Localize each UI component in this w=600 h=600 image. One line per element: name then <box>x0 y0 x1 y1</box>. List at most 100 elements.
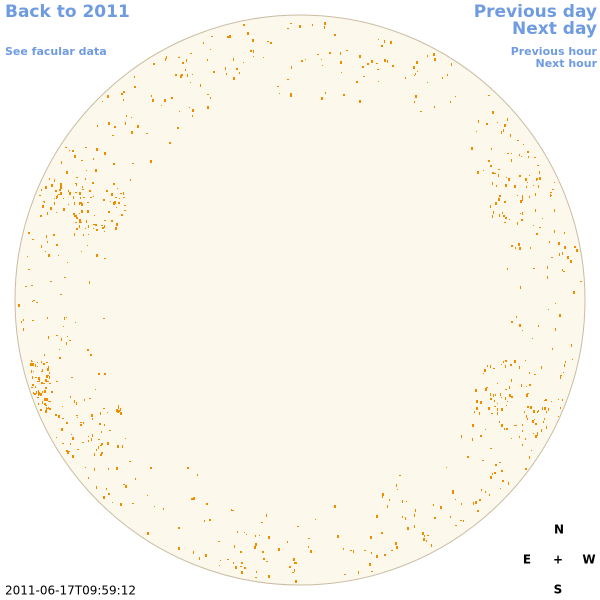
facula <box>90 354 92 356</box>
facula <box>343 548 344 550</box>
facula <box>123 197 125 198</box>
facula <box>63 208 65 211</box>
facula <box>525 178 527 181</box>
facula <box>220 560 221 561</box>
facula <box>499 421 500 423</box>
facula <box>527 406 529 408</box>
facula <box>396 546 398 549</box>
timestamp: 2011-06-17T09:59:12 <box>5 584 136 598</box>
facula <box>451 63 452 66</box>
facula <box>558 416 559 417</box>
facula <box>287 541 288 543</box>
facula <box>550 194 551 197</box>
facula <box>204 520 205 522</box>
facula <box>487 365 488 367</box>
facula <box>392 65 394 67</box>
facula <box>85 178 86 180</box>
previous-hour-link[interactable]: Previous hour <box>511 45 598 58</box>
facula <box>114 126 116 128</box>
facula <box>192 109 194 112</box>
facula <box>305 59 306 60</box>
facula <box>247 32 249 35</box>
facula <box>41 382 43 384</box>
facula <box>42 401 43 404</box>
facula <box>98 439 100 440</box>
facula <box>30 363 32 366</box>
facula <box>32 384 34 386</box>
facula <box>533 225 534 226</box>
back-link[interactable]: Back to 2011 <box>5 2 130 22</box>
facula <box>405 517 406 520</box>
facula <box>189 107 190 108</box>
facula <box>108 493 110 495</box>
facula <box>95 389 96 390</box>
facula <box>294 562 296 564</box>
facula <box>18 304 20 307</box>
facula <box>151 95 152 97</box>
facula <box>397 489 398 490</box>
facula <box>548 408 549 411</box>
facula <box>494 406 496 407</box>
facula <box>178 527 180 529</box>
previous-day-link[interactable]: Previous day <box>474 2 597 22</box>
facula <box>484 369 486 372</box>
facula <box>567 256 569 259</box>
facula <box>563 271 565 272</box>
facula <box>102 101 103 102</box>
facula <box>115 227 117 230</box>
facula <box>25 286 27 287</box>
facula <box>88 436 89 437</box>
facula <box>233 58 234 61</box>
facula <box>315 519 316 520</box>
facula <box>32 301 33 302</box>
facula <box>547 276 548 279</box>
facula <box>88 440 89 442</box>
facula <box>121 93 123 95</box>
facula <box>407 527 409 530</box>
facula <box>514 185 516 188</box>
facula <box>415 509 416 512</box>
facula <box>190 82 191 83</box>
compass-center: + <box>553 553 563 567</box>
next-hour-link[interactable]: Next hour <box>536 57 598 70</box>
facula <box>473 502 474 505</box>
facula <box>77 449 79 450</box>
facula <box>424 535 425 537</box>
facula <box>501 470 503 472</box>
facular-link[interactable]: See facular data <box>5 45 107 58</box>
facula <box>261 522 263 523</box>
facula <box>502 212 503 214</box>
facula <box>83 422 84 424</box>
facula <box>154 506 155 507</box>
facula <box>494 472 496 474</box>
facula <box>539 171 540 174</box>
facula <box>324 26 325 29</box>
facula <box>544 418 545 420</box>
facula <box>56 244 58 246</box>
facula <box>308 546 309 548</box>
facula <box>129 461 131 462</box>
facula <box>122 445 123 448</box>
facula <box>66 422 68 424</box>
facula <box>21 321 22 323</box>
facula <box>93 196 94 197</box>
facula <box>511 379 512 382</box>
facula <box>506 177 507 178</box>
next-day-link[interactable]: Next day <box>512 19 597 39</box>
facula <box>541 366 542 369</box>
facula <box>535 209 536 212</box>
facula <box>295 580 297 583</box>
facula <box>137 125 139 128</box>
facula <box>514 360 516 363</box>
facula <box>35 364 36 367</box>
facula <box>447 74 448 76</box>
facula <box>32 239 34 240</box>
facula <box>60 294 62 295</box>
facula <box>492 111 494 114</box>
facula <box>233 77 235 80</box>
facula <box>169 142 171 144</box>
facula <box>293 558 295 561</box>
facula <box>44 403 46 405</box>
facula <box>497 122 498 123</box>
facula <box>72 150 74 152</box>
